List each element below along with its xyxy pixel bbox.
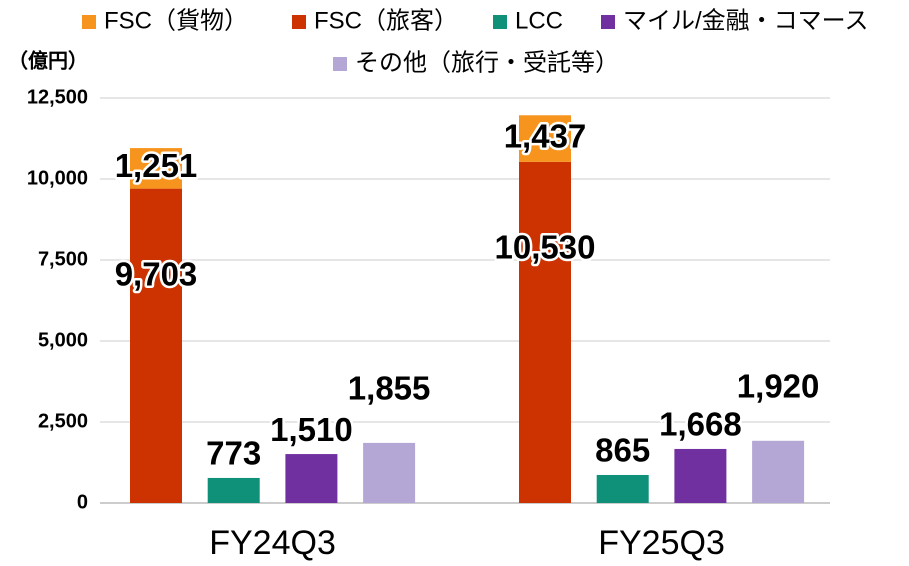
data-label: 1,920 <box>737 368 820 405</box>
data-label: 773 <box>206 435 261 472</box>
bar <box>752 440 805 503</box>
legend-swatch <box>333 57 347 71</box>
data-label: 865 <box>595 432 650 469</box>
legend-label: その他（旅行・受託等） <box>355 49 619 76</box>
y-tick-label: 0 <box>77 491 88 513</box>
data-label: 1,668 <box>659 406 742 443</box>
legend-label: LCC <box>515 7 563 34</box>
data-label: 1,855 <box>348 370 431 407</box>
data-label: 10,530 <box>495 229 596 266</box>
y-tick-label: 12,500 <box>27 86 88 108</box>
bar <box>519 161 571 503</box>
bar <box>363 442 416 503</box>
y-tick-label: 10,000 <box>27 167 88 189</box>
bar <box>130 188 182 503</box>
bar <box>207 477 260 503</box>
y-tick-label: 2,500 <box>38 410 88 432</box>
bar <box>130 148 182 189</box>
legend-swatch <box>82 15 96 29</box>
bar <box>519 115 571 162</box>
legend-label: マイル/金融・コマース <box>623 7 868 34</box>
y-axis-label: （億円） <box>8 48 88 72</box>
legend-swatch <box>493 15 507 29</box>
legend-label: FSC（貨物） <box>104 7 248 34</box>
data-label: 1,510 <box>270 411 353 448</box>
x-tick-label: FY24Q3 <box>209 524 336 562</box>
bar <box>285 454 338 503</box>
y-tick-label: 5,000 <box>38 329 88 351</box>
legend-swatch <box>292 15 306 29</box>
bar <box>674 448 727 503</box>
legend-swatch <box>601 15 615 29</box>
x-tick-label: FY25Q3 <box>598 524 725 562</box>
data-label: 1,251 <box>115 147 198 184</box>
bar <box>596 474 649 503</box>
y-tick-label: 7,500 <box>38 248 88 270</box>
data-label: 9,703 <box>115 255 198 292</box>
data-label: 1,437 <box>504 117 587 154</box>
legend-label: FSC（旅客） <box>314 7 458 34</box>
